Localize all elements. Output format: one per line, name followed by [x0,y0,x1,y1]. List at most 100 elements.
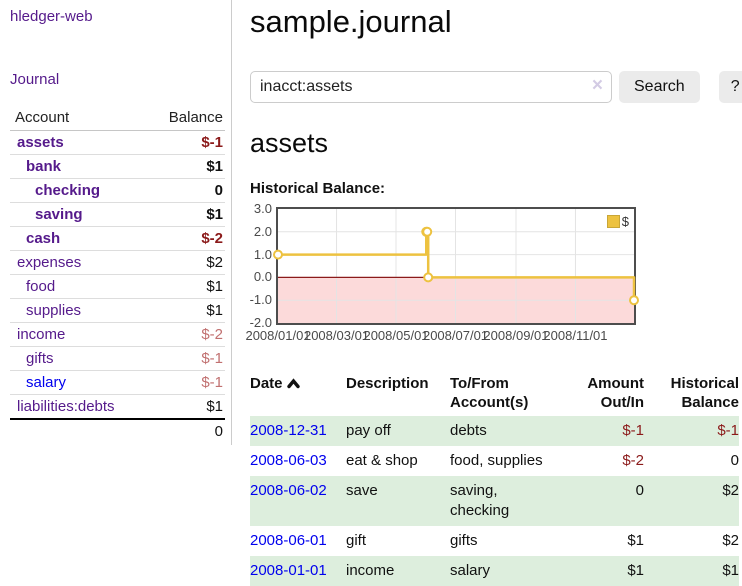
chart-legend: $ [606,214,629,229]
sidebar: hledger-web Journal Account Balance asse… [0,0,232,445]
transaction-date-link[interactable]: 2008-06-03 [250,452,327,469]
account-balance: $1 [145,394,225,420]
sidebar-item-journal[interactable]: Journal [10,71,60,88]
transaction-accounts-cell: gifts [450,532,478,549]
transaction-amount-cell: $1 [627,532,644,549]
clear-search-icon[interactable]: × [591,75,603,96]
balance-column-header: Historical Balance [670,375,739,411]
account-row: salary $-1 [10,370,225,395]
transaction-row: 2008-06-01 gift gifts $1 $2 [250,526,739,556]
accounts-total-value: 0 [145,418,225,443]
account-row: supplies $1 [10,298,225,323]
accounts-column-header: To/From Account(s) [450,375,529,411]
transaction-date-link[interactable]: 2008-06-02 [250,482,327,499]
account-link-income[interactable]: income [17,326,66,343]
transaction-date-link[interactable]: 2008-01-01 [250,562,327,579]
search-input[interactable] [250,71,612,103]
transaction-date-link[interactable]: 2008-06-01 [250,532,327,549]
transaction-row: 2008-01-01 income salary $1 $1 [250,556,739,586]
x-tick-label: 2008/01/01 [245,328,311,343]
account-link-cash[interactable]: cash [26,230,61,247]
account-balance: $-1 [145,370,225,395]
account-cell: checking [10,178,146,203]
account-balance: $1 [145,202,225,227]
account-link-supplies[interactable]: supplies [26,302,82,319]
transaction-date-cell: 2008-06-02 [250,476,346,526]
transaction-description-cell: gift [346,532,367,549]
transaction-amount-cell: $-1 [622,422,644,439]
transaction-date-link[interactable]: 2008-12-31 [250,422,327,439]
chart-section-label: Historical Balance: [250,180,386,197]
y-tick-label: 3.0 [253,201,272,216]
search-button[interactable]: Search [619,71,700,103]
account-cell: food [10,274,146,299]
account-cell: expenses [10,250,146,275]
account-cell: bank [10,154,146,179]
account-balance: $1 [145,274,225,299]
balance-column-header: Balance [145,106,225,131]
account-balance: $-1 [145,346,225,371]
account-row: food $1 [10,274,225,299]
main: sample.journal × Search ? assets Histori… [232,0,742,586]
transaction-amount-cell: $1 [627,562,644,579]
accounts-total-row: 0 [10,418,225,443]
account-row: income $-2 [10,322,225,347]
transaction-balance-cell: $1 [722,562,739,579]
account-link-bank[interactable]: bank [26,158,62,175]
transaction-accounts-cell: debts [450,422,487,439]
account-link-gifts[interactable]: gifts [26,350,54,367]
account-heading: assets [250,128,329,158]
account-link-checking[interactable]: checking [35,182,101,199]
y-tick-label: -2.0 [249,315,272,330]
account-row: expenses $2 [10,250,225,275]
account-link-food[interactable]: food [26,278,56,295]
accounts-header-row: Account Balance [10,106,225,131]
transaction-description-cell: income [346,562,395,579]
sort-ascending-icon [286,378,300,389]
x-tick-label: 2008/07/01 [422,328,489,343]
transaction-accounts-cell: salary [450,562,491,579]
accounts-table: Account Balance assets $-1 bank $1 checking 0… [10,106,225,443]
transaction-balance-cell: 0 [730,452,739,469]
account-row: bank $1 [10,154,225,179]
help-button[interactable]: ? [718,71,742,103]
transaction-description-cell: eat & shop [346,452,418,469]
account-link-saving[interactable]: saving [35,206,83,223]
transaction-balance-cell: $2 [722,532,739,549]
transaction-date-cell: 2008-06-01 [250,526,346,556]
account-link-liabilities-debts[interactable]: liabilities:debts [17,398,115,415]
account-link-expenses[interactable]: expenses [17,254,82,271]
app-title-link[interactable]: hledger-web [10,8,93,25]
transaction-amount-cell: $-2 [622,452,644,469]
account-link-salary[interactable]: salary [26,374,67,391]
account-balance: $-2 [145,322,225,347]
page-title: sample.journal [250,4,452,39]
description-column-header: Description [346,375,429,392]
transactions-table: Date Description To/From Account(s) Amou… [250,370,739,586]
amount-column-header: Amount Out/In [587,375,644,411]
account-row: cash $-2 [10,226,225,251]
account-balance: $-2 [145,226,225,251]
date-column-header[interactable]: Date [250,370,346,416]
transaction-amount-cell: 0 [635,482,644,499]
account-link-assets[interactable]: assets [17,134,64,151]
account-row: assets $-1 [10,130,225,155]
account-cell: assets [10,130,146,155]
account-cell: gifts [10,346,146,371]
account-balance: $-1 [145,130,225,155]
account-cell: liabilities:debts [10,394,146,420]
search-form: × Search ? [250,71,742,103]
account-row: checking 0 [10,178,225,203]
transaction-row: 2008-06-02 save saving, checking 0 $2 [250,476,739,526]
historical-balance-chart: $ 3.0 2.0 1.0 0.0 -1.0 -2.0 2008/01/01 2008/03/… [245,201,737,349]
y-tick-label: -1.0 [249,292,272,308]
chart-canvas [273,209,639,323]
y-tick-label: 0.0 [253,269,272,285]
transaction-balance-cell: $-1 [717,422,739,439]
x-tick-label: 2008/05/01 [363,328,429,343]
account-cell: supplies [10,298,146,323]
y-tick-label: 2.0 [253,223,272,239]
account-cell: salary [10,370,146,395]
transaction-description-cell: save [346,482,378,499]
account-row: gifts $-1 [10,346,225,371]
